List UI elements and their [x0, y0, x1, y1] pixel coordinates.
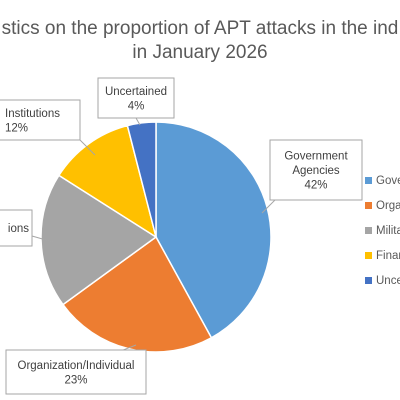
- data-label-percent: 23%: [64, 374, 87, 386]
- data-label-military-institutions: ions: [0, 209, 54, 247]
- data-label-percent: 42%: [304, 180, 327, 192]
- data-label-box: [0, 209, 33, 247]
- leader-line: [77, 137, 96, 156]
- slice-data-labels: Government Agencies 42% Organization/Indivi…: [0, 77, 363, 395]
- data-label-government-agencies: Government Agencies 42%: [261, 139, 363, 214]
- data-label-text: Agencies: [292, 165, 340, 177]
- chart-title-line-2: in January 2026: [132, 42, 267, 63]
- legend-label: Unce: [376, 275, 400, 287]
- data-label-text: Government: [284, 151, 348, 163]
- data-label-financial-institutions: Institutions 12%: [0, 99, 96, 156]
- data-label-text: Institutions: [5, 108, 60, 120]
- pie-slice-financial-institutions: [57, 124, 158, 239]
- legend-label: Gove: [376, 175, 400, 187]
- legend-swatch: [365, 277, 372, 284]
- legend-swatch: [365, 177, 372, 184]
- data-label-uncertained: Uncertained 4%: [97, 77, 175, 126]
- legend-label: Orga: [376, 200, 400, 212]
- pie-slice-uncertained: [126, 121, 157, 238]
- legend-swatch: [365, 202, 372, 209]
- data-label-box: [5, 349, 147, 395]
- legend: Gove Orga Milita Finan Unce: [365, 175, 400, 287]
- legend-swatch: [365, 227, 372, 234]
- legend-item-government-agencies: Gove: [365, 175, 400, 187]
- legend-label: Finan: [376, 250, 400, 262]
- chart-title-line-1: stics on the proportion of APT attacks i…: [2, 18, 399, 39]
- data-label-text: Uncertained: [105, 86, 167, 98]
- leader-line: [31, 235, 54, 243]
- pie-slices: [40, 121, 272, 353]
- data-label-text: ions: [8, 223, 29, 235]
- data-label-text: Organization/Individual: [18, 360, 135, 372]
- legend-label: Milita: [376, 225, 400, 237]
- legend-item-organization-individual: Orga: [365, 200, 400, 212]
- leader-line: [261, 199, 276, 214]
- data-label-percent: 12%: [5, 122, 28, 134]
- data-label-percent: 4%: [128, 100, 145, 112]
- pie-slice-organization-individual: [61, 235, 213, 353]
- data-label-box: [269, 139, 363, 201]
- legend-item-military-institutions: Milita: [365, 225, 400, 237]
- legend-swatch: [365, 252, 372, 259]
- pie-slice-government-agencies: [155, 121, 272, 339]
- legend-item-uncertained: Unce: [365, 275, 400, 287]
- data-label-organization-individual: Organization/Individual 23%: [5, 344, 147, 395]
- data-label-box: [97, 77, 175, 119]
- data-label-box: [0, 99, 81, 141]
- leader-line: [135, 117, 141, 126]
- legend-item-financial-institutions: Finan: [365, 250, 400, 262]
- pie-slice-military-institutions: [40, 174, 158, 306]
